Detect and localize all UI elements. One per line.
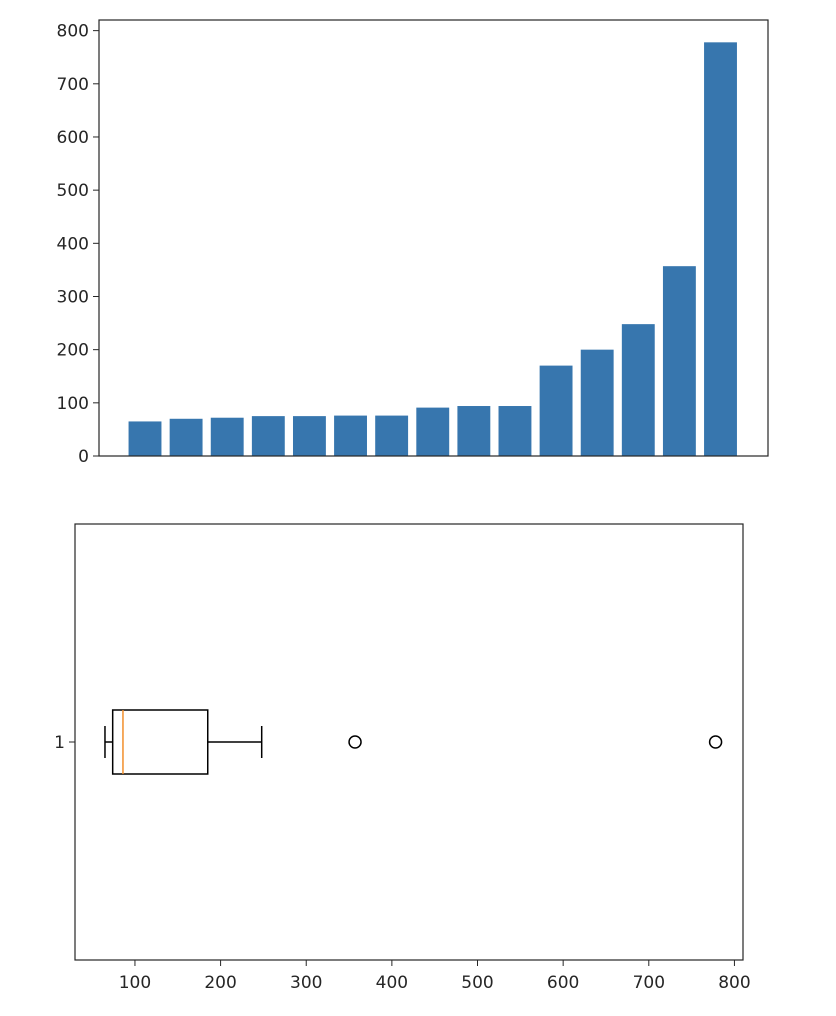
- y-tick-label: 200: [57, 341, 89, 361]
- y-tick-label: 1: [54, 733, 65, 753]
- bar: [539, 365, 573, 456]
- x-tick-label: 400: [376, 973, 408, 993]
- bar: [457, 406, 491, 456]
- bar-chart: 0 100 200 300 400 500 600 700 800: [57, 19, 769, 467]
- bar: [416, 407, 450, 456]
- outlier-point: [348, 735, 362, 749]
- bar: [334, 415, 367, 456]
- bar: [580, 349, 614, 456]
- outlier-point: [708, 735, 723, 749]
- y-tick-label: 800: [57, 22, 89, 42]
- x-tick-label: 200: [204, 973, 236, 993]
- x-tick-label: 800: [718, 973, 750, 993]
- bar: [621, 324, 655, 456]
- x-tick-label: 600: [547, 973, 579, 993]
- bar: [169, 418, 203, 456]
- bar: [210, 417, 244, 456]
- iqr-box: [111, 709, 209, 775]
- box-plot-x-axis: 100 200 300 400 500 600 700 800: [119, 960, 751, 993]
- bar-chart-frame: [98, 19, 769, 457]
- bar: [292, 416, 326, 456]
- x-tick-label: 100: [119, 973, 151, 993]
- y-tick-label: 400: [57, 234, 89, 254]
- y-tick-label: 600: [57, 128, 89, 148]
- box-plot: 100 200 300 400 500 600 700 800 1: [54, 523, 751, 993]
- x-tick-label: 300: [290, 973, 322, 993]
- x-tick-label: 700: [633, 973, 665, 993]
- box-plot-y-axis: 1: [54, 733, 75, 753]
- bar: [498, 406, 532, 456]
- y-tick-label: 0: [78, 447, 89, 467]
- x-tick-label: 500: [461, 973, 493, 993]
- box-plot-marks: [104, 709, 723, 775]
- bar: [251, 416, 285, 456]
- bar: [128, 421, 162, 456]
- bar: [662, 266, 696, 456]
- y-tick-label: 300: [57, 287, 89, 307]
- y-tick-label: 500: [57, 181, 89, 201]
- bar: [375, 415, 409, 456]
- bar: [704, 42, 737, 456]
- y-tick-label: 700: [57, 75, 89, 95]
- box-plot-frame: [74, 523, 744, 961]
- bar-y-axis: 0 100 200 300 400 500 600 700 800: [57, 22, 99, 467]
- bar-marks: [128, 42, 737, 456]
- y-tick-label: 100: [57, 394, 89, 414]
